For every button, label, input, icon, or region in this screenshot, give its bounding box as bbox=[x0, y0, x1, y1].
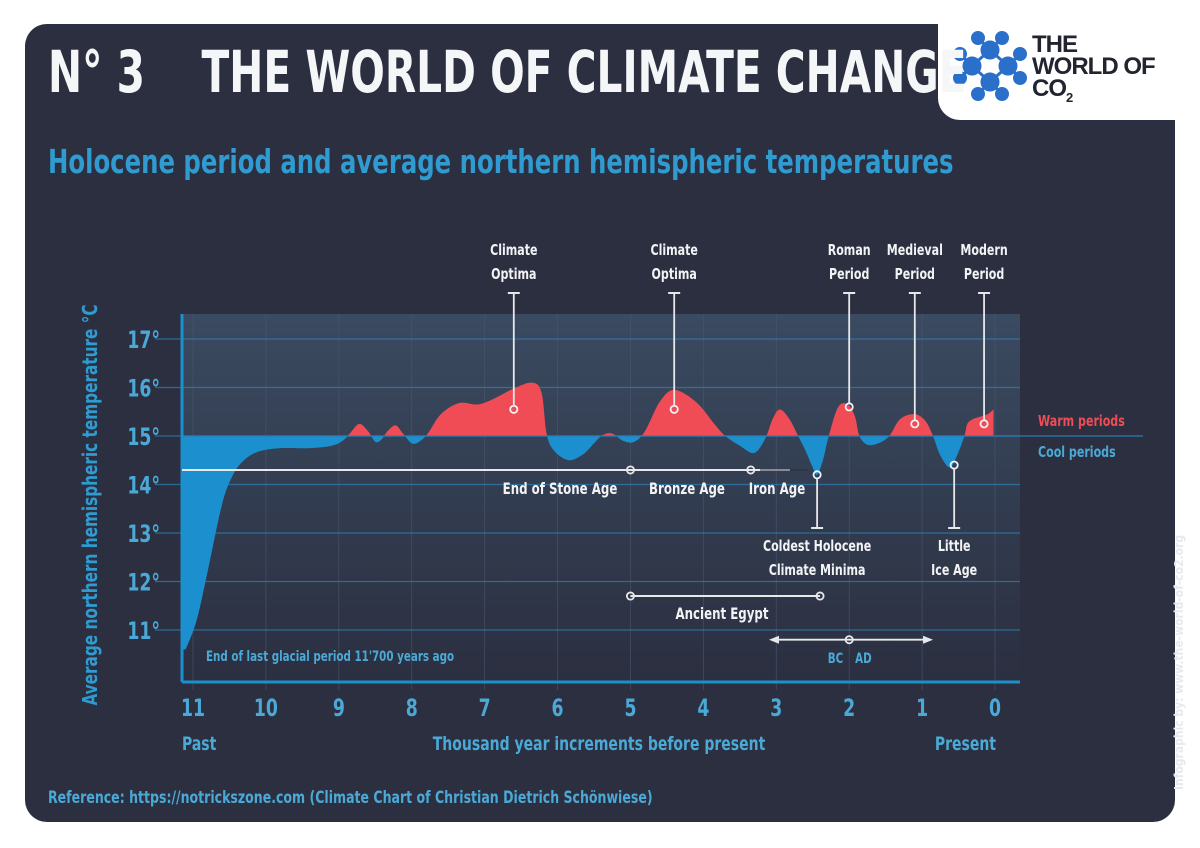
vertical-gridlines bbox=[192, 314, 996, 690]
ancient-egypt-start bbox=[625, 591, 635, 601]
glacial-period-note: End of last glacial period 11'700 years … bbox=[206, 649, 454, 665]
annotation-label: Period bbox=[895, 266, 935, 283]
annotation-label: Optima bbox=[652, 266, 697, 283]
logo-wordmark: THE WORLD OF CO2 bbox=[1032, 31, 1156, 109]
annotation-label: Medieval bbox=[887, 242, 943, 259]
issue-number: N° 3 bbox=[48, 38, 145, 106]
y-tick-label: 17° bbox=[127, 327, 160, 355]
ancient-egypt-end bbox=[815, 591, 825, 601]
molecule-network-icon bbox=[953, 31, 1027, 101]
y-tick-label: 11° bbox=[127, 618, 160, 646]
logo-line-3: CO2 bbox=[1032, 75, 1155, 109]
annotations: Climate Optima Climate Optima Roman Period Med… bbox=[490, 242, 1008, 579]
annotation-label: Climate bbox=[650, 242, 697, 259]
plot-background bbox=[182, 314, 1020, 682]
annotation-label: Climate Minima bbox=[769, 562, 866, 579]
bc-ad-divider bbox=[844, 635, 854, 645]
annotation-point bbox=[979, 419, 989, 429]
x-tick-labels: 11 10 9 8 7 6 5 4 3 2 1 0 bbox=[181, 695, 1001, 723]
title-text: THE WORLD OF CLIMATE CHANGE bbox=[201, 38, 967, 106]
annotation-point bbox=[812, 470, 822, 480]
era-label-ancient-egypt: Ancient Egypt bbox=[675, 605, 768, 624]
x-tick-label: 4 bbox=[697, 695, 709, 723]
y-tick-label: 12° bbox=[127, 570, 160, 598]
credit-text: Infographic by: www.the-world-of-co2.org bbox=[1172, 534, 1186, 790]
legend-cool-periods: Cool periods bbox=[1038, 444, 1116, 461]
x-tick-label: 3 bbox=[770, 695, 782, 723]
bc-label: BC bbox=[828, 651, 843, 667]
y-tick-label: 16° bbox=[127, 376, 160, 404]
page-title: N° 3 THE WORLD OF CLIMATE CHANGE bbox=[48, 38, 967, 106]
x-start-label: Past bbox=[182, 734, 217, 756]
annotation-label: Little bbox=[938, 538, 971, 555]
y-axis-label: Average northern hemispheric temperature… bbox=[80, 304, 103, 705]
annotation-point bbox=[910, 419, 920, 429]
annotation-point bbox=[509, 404, 519, 414]
bc-ad-marker: BC AD bbox=[768, 635, 934, 667]
era-label-bronze-age: Bronze Age bbox=[649, 480, 725, 499]
logo-subscript: 2 bbox=[1066, 89, 1073, 105]
x-tick-label: 11 bbox=[181, 695, 205, 723]
annotation-label: Period bbox=[964, 266, 1004, 283]
x-tick-label: 5 bbox=[624, 695, 636, 723]
x-tick-label: 1 bbox=[916, 695, 928, 723]
x-tick-label: 0 bbox=[989, 695, 1001, 723]
era-label-iron-age: Iron Age bbox=[749, 480, 805, 499]
y-tick-label: 14° bbox=[127, 473, 160, 501]
annotation-label: Period bbox=[829, 266, 869, 283]
arrow-right-icon bbox=[923, 635, 934, 644]
logo-line-1: THE bbox=[1032, 31, 1078, 58]
x-tick-label: 7 bbox=[479, 695, 491, 723]
y-tick-label: 13° bbox=[127, 521, 160, 549]
x-tick-label: 10 bbox=[254, 695, 278, 723]
logo-panel bbox=[938, 0, 1200, 120]
warm-period-area bbox=[182, 382, 994, 436]
x-tick-label: 9 bbox=[333, 695, 345, 723]
annotation-label: Climate bbox=[490, 242, 537, 259]
annotation-point bbox=[949, 460, 959, 470]
chart-subtitle: Holocene period and average northern hem… bbox=[48, 142, 954, 181]
annotation-label: Ice Age bbox=[931, 562, 977, 579]
arrow-left-icon bbox=[768, 635, 779, 644]
era-markers: End of Stone Age Bronze Age Iron Age Ancien… bbox=[182, 465, 825, 624]
y-tick-label: 15° bbox=[127, 424, 160, 452]
x-axis-label: Thousand year increments before present bbox=[433, 734, 766, 756]
y-tick-labels: 11° 12° 13° 14° 15° 16° 17° bbox=[127, 327, 160, 646]
reference-text: Reference: https://notrickszone.com (Cli… bbox=[48, 788, 653, 808]
era-boundary-marker bbox=[746, 465, 756, 475]
logo-co: CO bbox=[1032, 75, 1067, 102]
era-boundary-marker bbox=[625, 465, 635, 475]
ad-label: AD bbox=[855, 651, 872, 667]
x-tick-label: 8 bbox=[406, 695, 418, 723]
annotation-label: Optima bbox=[491, 266, 536, 283]
annotation-point bbox=[844, 402, 854, 412]
x-end-label: Present bbox=[935, 734, 997, 756]
logo-line-2: WORLD OF bbox=[1032, 53, 1156, 80]
annotation-label: Modern bbox=[960, 242, 1007, 259]
annotation-label: Coldest Holocene bbox=[763, 538, 871, 555]
legend-warm-periods: Warm periods bbox=[1038, 413, 1125, 430]
x-tick-label: 6 bbox=[552, 695, 564, 723]
era-label-stone-age: End of Stone Age bbox=[503, 480, 618, 499]
annotation-point bbox=[669, 404, 679, 414]
axes bbox=[180, 314, 1020, 684]
x-tick-label: 2 bbox=[843, 695, 855, 723]
annotation-label: Roman bbox=[828, 242, 871, 259]
